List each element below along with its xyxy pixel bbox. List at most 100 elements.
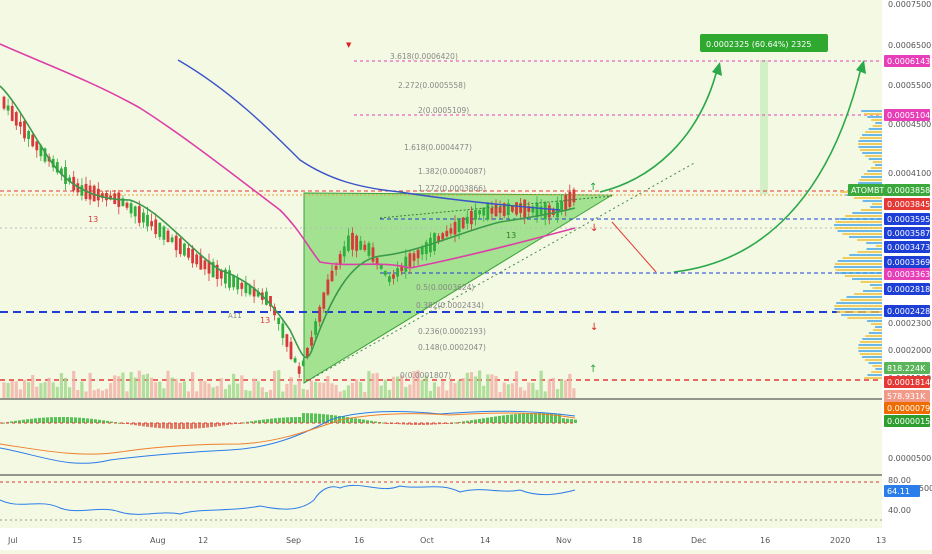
volume-profile-bar	[841, 314, 882, 316]
time-axis-label: Nov	[556, 536, 572, 545]
price-axis-label: 0.0007500	[888, 0, 931, 9]
macd-bar	[538, 413, 541, 423]
volume-bar	[47, 377, 51, 398]
candle-body	[92, 185, 96, 202]
macd-bar	[466, 420, 469, 423]
macd-bar	[510, 414, 513, 423]
price-badge-label: 0.0003369	[887, 258, 930, 267]
volume-bar	[100, 390, 104, 398]
volume-bar	[400, 375, 404, 398]
candle-body	[105, 193, 108, 201]
volume-profile-bar	[858, 350, 882, 352]
volume-profile-bar	[870, 323, 882, 325]
macd-bar	[382, 422, 385, 424]
macd-bar	[154, 423, 157, 428]
volume-bar	[129, 372, 133, 398]
candle-body	[478, 210, 481, 215]
projection-label-box	[700, 34, 828, 52]
volume-bar	[391, 376, 396, 398]
macd-bar	[370, 420, 373, 423]
volume-profile-bar	[866, 248, 882, 250]
macd-bar	[142, 423, 145, 427]
candle-body	[162, 226, 166, 240]
candle-body	[154, 219, 158, 235]
candle-body	[244, 282, 248, 294]
macd-bar	[334, 415, 337, 423]
volume-profile-bar	[849, 254, 882, 256]
price-badge-label: 0.0003473	[887, 243, 930, 252]
volume-bar	[478, 370, 482, 398]
volume-bar	[150, 377, 154, 398]
volume-profile-bar	[842, 233, 882, 235]
time-axis[interactable]	[0, 528, 932, 550]
candle-body	[486, 202, 490, 220]
macd-bar	[106, 420, 109, 423]
macd-bar	[398, 423, 401, 425]
volume-bar	[441, 381, 445, 398]
volume-bar	[342, 390, 346, 398]
macd-bar	[18, 420, 21, 423]
macd-bar	[182, 423, 185, 429]
volume-bar	[51, 382, 55, 398]
volume-bar	[379, 385, 383, 398]
volume-profile-bar	[872, 365, 882, 367]
volume-bar	[252, 378, 256, 398]
volume-profile-bar	[858, 140, 882, 142]
volume-bar	[88, 372, 92, 398]
macd-bar	[170, 423, 173, 429]
candle-body	[379, 264, 383, 269]
volume-profile-bar	[852, 278, 882, 280]
macd-bar	[422, 423, 425, 425]
price-badge: 0.0002818	[884, 283, 930, 295]
price-badge-label: 0.0005104	[887, 111, 930, 120]
macd-bar	[238, 423, 241, 424]
macd-bar	[98, 419, 101, 423]
candle-body	[515, 202, 518, 215]
volume-bar	[432, 382, 437, 398]
fib-label: 3.618(0.0006420)	[390, 52, 458, 61]
volume-profile-bar	[846, 296, 882, 298]
candle-body	[494, 204, 498, 217]
volume-profile-bar	[860, 281, 882, 283]
candle-body	[187, 247, 190, 258]
volume-bar	[96, 388, 100, 398]
price-badge: 818.224K	[884, 362, 930, 374]
volume-bar	[498, 391, 502, 398]
volume-bar	[2, 382, 6, 398]
macd-bar	[186, 423, 189, 429]
time-axis-label: Sep	[286, 536, 301, 545]
candle-body	[240, 282, 244, 289]
price-badge-label: 0.0002818	[887, 285, 930, 294]
volume-profile-bar	[865, 155, 882, 157]
candle-body	[31, 134, 35, 147]
candle-body	[68, 177, 71, 182]
volume-profile-bar	[862, 338, 882, 340]
price-badge: 0.0001814	[884, 376, 930, 388]
volume-bar	[178, 382, 182, 398]
volume-bar	[359, 382, 363, 398]
macd-bar	[514, 414, 517, 423]
price-axis-label: 80.00	[888, 476, 911, 485]
time-axis-label: 13	[876, 536, 886, 545]
macd-histogram	[2, 413, 577, 429]
candle-body	[293, 358, 297, 363]
candle-body	[297, 366, 301, 374]
macd-bar	[146, 423, 149, 427]
candle-body	[383, 270, 387, 276]
time-axis-label: Jul	[7, 536, 18, 545]
macd-bar	[502, 415, 505, 423]
volume-bar	[514, 371, 519, 398]
macd-bar	[258, 420, 261, 423]
candle-body	[125, 202, 129, 208]
volume-bar	[6, 382, 10, 398]
volume-profile-bar	[858, 143, 882, 145]
volume-bar	[555, 389, 560, 398]
annotation: 13	[88, 215, 98, 224]
macd-bar	[246, 421, 249, 423]
candle-body	[252, 287, 256, 297]
annotation: 13	[506, 231, 516, 240]
candle-body	[543, 202, 547, 220]
volume-profile-bar	[835, 221, 882, 223]
macd-bar	[122, 423, 125, 424]
